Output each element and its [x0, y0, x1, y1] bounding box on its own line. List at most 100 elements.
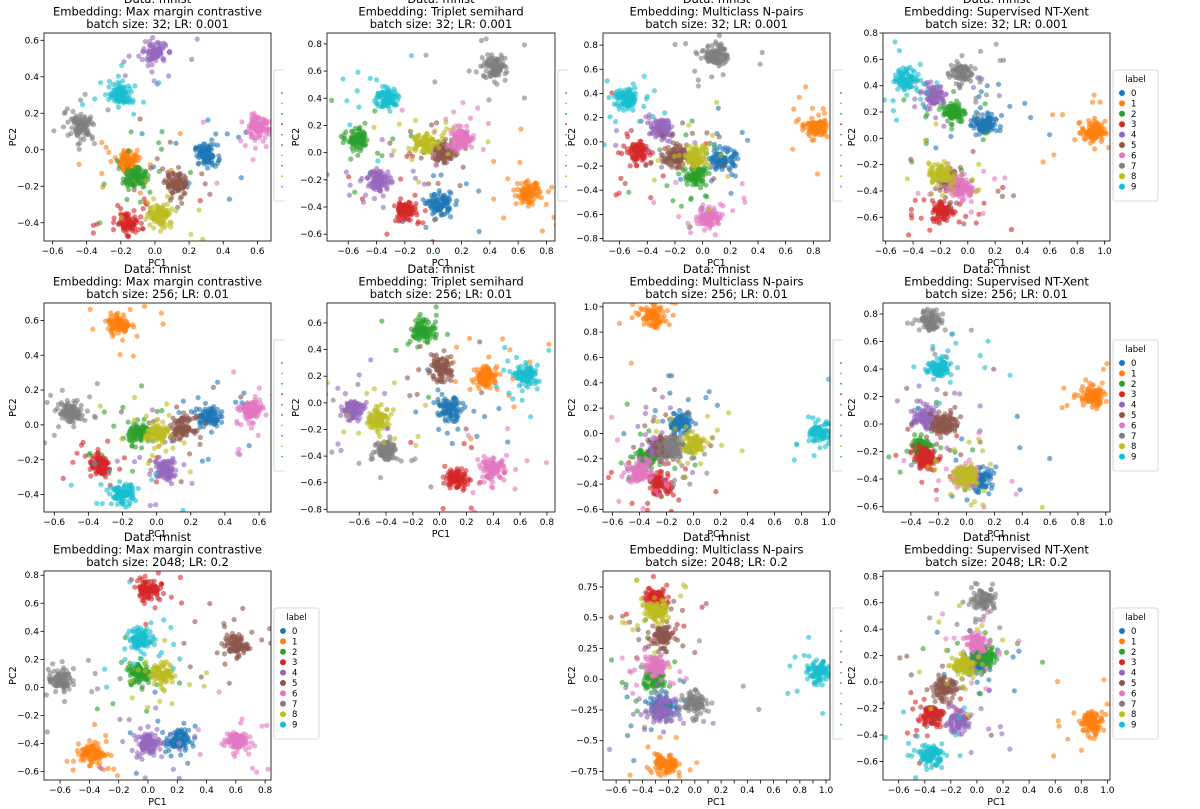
point-label-5 — [170, 170, 176, 176]
point-label-6 — [701, 227, 708, 233]
point-label-3 — [138, 214, 144, 220]
point-label-9 — [606, 94, 612, 101]
point-label-3 — [407, 210, 413, 216]
y-tick-label: −0.2 — [300, 176, 322, 186]
legend-marker — [1119, 173, 1125, 180]
x-tick-label: −0.4 — [636, 247, 658, 257]
point-label-8 — [371, 124, 377, 130]
point-label-0 — [434, 207, 440, 213]
point-label-5 — [716, 134, 722, 140]
point-label-7 — [78, 97, 84, 103]
point-label-5 — [429, 122, 435, 128]
y-tick-label: 0.4 — [584, 89, 599, 99]
point-label-8 — [939, 192, 945, 198]
point-label-9 — [896, 48, 903, 54]
point-label-9 — [156, 80, 162, 86]
point-label-7 — [959, 70, 965, 76]
point-label-7 — [709, 59, 716, 65]
legend-marker — [1119, 90, 1125, 96]
point-label-5 — [711, 176, 717, 182]
point-label-1 — [121, 166, 127, 172]
point-label-7 — [993, 41, 999, 47]
point-label-3 — [414, 212, 420, 218]
legend-marker — [840, 164, 842, 167]
point-label-5 — [199, 171, 205, 177]
point-label-1 — [134, 333, 140, 339]
point-label-0 — [219, 414, 225, 420]
point-label-7 — [720, 46, 726, 52]
point-label-7 — [502, 77, 508, 83]
point-label-8 — [691, 147, 697, 153]
x-tick-label: 0.2 — [988, 247, 1002, 257]
point-label-9 — [354, 88, 360, 94]
point-label-0 — [997, 127, 1003, 134]
point-label-1 — [809, 105, 816, 111]
point-label-1 — [120, 337, 126, 343]
scatter-points — [51, 35, 271, 241]
point-label-5 — [937, 187, 943, 193]
point-label-3 — [140, 206, 146, 212]
point-label-6 — [399, 107, 405, 113]
point-label-8 — [725, 173, 731, 179]
point-label-9 — [80, 102, 86, 108]
point-label-1 — [847, 88, 852, 93]
point-label-4 — [131, 459, 138, 465]
point-label-4 — [364, 175, 370, 181]
point-label-8 — [950, 173, 956, 179]
point-label-3 — [105, 438, 111, 444]
point-label-8 — [682, 152, 688, 159]
point-label-6 — [262, 134, 268, 140]
point-label-4 — [149, 407, 155, 413]
point-label-4 — [166, 73, 172, 79]
point-label-6 — [685, 220, 691, 226]
point-label-4 — [659, 164, 665, 170]
point-label-6 — [955, 192, 961, 198]
point-label-1 — [113, 320, 119, 326]
point-label-1 — [108, 329, 114, 335]
point-label-1 — [520, 192, 526, 198]
point-label-9 — [375, 158, 381, 164]
point-label-9 — [901, 83, 907, 89]
axes-frame — [882, 32, 1111, 242]
point-label-2 — [126, 175, 132, 181]
point-label-0 — [201, 141, 207, 147]
point-label-4 — [139, 57, 145, 63]
point-label-2 — [327, 172, 330, 178]
point-label-8 — [714, 99, 720, 105]
point-label-8 — [148, 215, 154, 221]
point-label-6 — [1002, 175, 1008, 181]
point-label-6 — [704, 241, 709, 246]
point-label-9 — [632, 85, 638, 91]
point-label-7 — [60, 124, 67, 130]
point-label-0 — [203, 153, 209, 159]
point-label-0 — [198, 419, 204, 425]
point-label-5 — [460, 164, 466, 170]
legend-marker — [281, 164, 283, 167]
point-label-2 — [134, 177, 140, 183]
point-label-2 — [134, 169, 140, 175]
point-label-8 — [936, 170, 942, 177]
point-label-3 — [618, 175, 624, 181]
point-label-9 — [907, 83, 913, 89]
point-label-3 — [121, 455, 127, 461]
point-label-0 — [745, 137, 751, 143]
point-label-1 — [513, 201, 519, 207]
legend-marker — [281, 154, 283, 157]
point-label-5 — [643, 162, 649, 168]
point-label-7 — [70, 108, 76, 115]
point-label-0 — [423, 224, 429, 230]
point-label-4 — [137, 454, 143, 460]
point-label-1 — [108, 158, 114, 164]
point-label-8 — [428, 146, 434, 152]
scatter-points — [603, 33, 852, 246]
y-tick-label: −0.4 — [856, 187, 878, 197]
point-label-1 — [1083, 130, 1089, 137]
point-label-6 — [742, 199, 748, 205]
point-label-2 — [390, 136, 396, 142]
point-label-9 — [897, 70, 903, 76]
point-label-9 — [896, 78, 902, 84]
point-label-4 — [659, 137, 665, 143]
point-label-1 — [538, 195, 544, 201]
x-tick-label: −0.2 — [110, 247, 132, 257]
